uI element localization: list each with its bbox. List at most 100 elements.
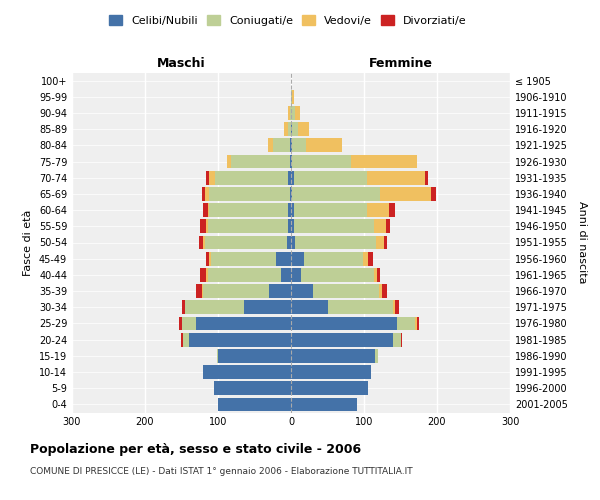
Bar xyxy=(209,252,211,266)
Bar xyxy=(208,220,288,233)
Bar xyxy=(288,106,290,120)
Bar xyxy=(287,236,291,250)
Bar xyxy=(274,138,290,152)
Bar xyxy=(182,300,185,314)
Bar xyxy=(291,154,292,168)
Bar xyxy=(313,284,379,298)
Bar xyxy=(203,284,269,298)
Bar xyxy=(196,316,291,330)
Bar xyxy=(200,220,206,233)
Bar xyxy=(203,365,291,379)
Bar xyxy=(290,138,291,152)
Bar xyxy=(374,220,386,233)
Y-axis label: Fasce di età: Fasce di età xyxy=(23,210,33,276)
Bar xyxy=(292,187,380,201)
Bar xyxy=(291,252,304,266)
Bar xyxy=(183,333,189,346)
Bar xyxy=(292,138,305,152)
Bar xyxy=(291,138,292,152)
Bar xyxy=(393,333,401,346)
Bar xyxy=(291,187,292,201)
Bar xyxy=(288,122,291,136)
Bar xyxy=(305,138,342,152)
Bar xyxy=(377,268,380,282)
Bar xyxy=(382,284,388,298)
Bar xyxy=(386,220,390,233)
Bar xyxy=(227,154,231,168)
Bar xyxy=(185,300,244,314)
Bar xyxy=(291,90,292,104)
Bar xyxy=(298,122,308,136)
Bar xyxy=(202,187,205,201)
Bar xyxy=(206,220,208,233)
Bar xyxy=(362,252,368,266)
Text: COMUNE DI PRESICCE (LE) - Dati ISTAT 1° gennaio 2006 - Elaborazione TUTTITALIA.I: COMUNE DI PRESICCE (LE) - Dati ISTAT 1° … xyxy=(30,468,413,476)
Bar xyxy=(291,349,375,362)
Bar xyxy=(401,333,402,346)
Bar xyxy=(380,187,431,201)
Bar xyxy=(189,333,291,346)
Bar xyxy=(291,171,294,184)
Bar xyxy=(288,203,291,217)
Bar xyxy=(294,220,374,233)
Bar xyxy=(291,300,328,314)
Bar xyxy=(393,300,395,314)
Bar xyxy=(367,171,425,184)
Bar xyxy=(205,236,287,250)
Bar xyxy=(291,268,301,282)
Bar xyxy=(292,154,351,168)
Bar xyxy=(291,284,313,298)
Bar xyxy=(202,284,203,298)
Bar xyxy=(375,349,378,362)
Bar xyxy=(291,122,292,136)
Bar xyxy=(290,106,291,120)
Bar xyxy=(218,349,291,362)
Bar xyxy=(209,171,215,184)
Text: Maschi: Maschi xyxy=(157,57,206,70)
Bar xyxy=(206,268,208,282)
Bar xyxy=(208,203,209,217)
Bar xyxy=(244,300,291,314)
Legend: Celibi/Nubili, Coniugati/e, Vedovi/e, Divorziati/e: Celibi/Nubili, Coniugati/e, Vedovi/e, Di… xyxy=(105,10,471,30)
Bar xyxy=(328,300,393,314)
Bar xyxy=(379,284,382,298)
Bar xyxy=(203,203,208,217)
Bar xyxy=(374,268,377,282)
Bar xyxy=(209,187,290,201)
Bar xyxy=(206,171,209,184)
Bar xyxy=(395,300,399,314)
Bar xyxy=(211,252,277,266)
Bar xyxy=(269,284,291,298)
Bar xyxy=(351,154,416,168)
Bar xyxy=(385,236,388,250)
Bar xyxy=(431,187,436,201)
Bar xyxy=(203,236,205,250)
Bar xyxy=(292,90,294,104)
Bar xyxy=(292,122,298,136)
Bar xyxy=(294,171,367,184)
Bar xyxy=(288,171,291,184)
Bar xyxy=(397,316,415,330)
Bar xyxy=(295,106,300,120)
Bar xyxy=(291,316,397,330)
Bar xyxy=(367,203,389,217)
Bar xyxy=(425,171,428,184)
Bar xyxy=(368,252,373,266)
Bar xyxy=(179,316,182,330)
Bar xyxy=(288,220,291,233)
Bar xyxy=(200,268,206,282)
Bar xyxy=(199,236,203,250)
Y-axis label: Anni di nascita: Anni di nascita xyxy=(577,201,587,283)
Bar xyxy=(291,203,294,217)
Bar xyxy=(290,154,291,168)
Bar xyxy=(218,398,291,411)
Bar xyxy=(291,333,393,346)
Bar xyxy=(416,316,419,330)
Bar xyxy=(205,187,209,201)
Bar xyxy=(294,203,367,217)
Text: Femmine: Femmine xyxy=(368,57,433,70)
Bar xyxy=(214,382,291,395)
Text: Popolazione per età, sesso e stato civile - 2006: Popolazione per età, sesso e stato civil… xyxy=(30,442,361,456)
Bar xyxy=(196,284,202,298)
Bar xyxy=(215,171,288,184)
